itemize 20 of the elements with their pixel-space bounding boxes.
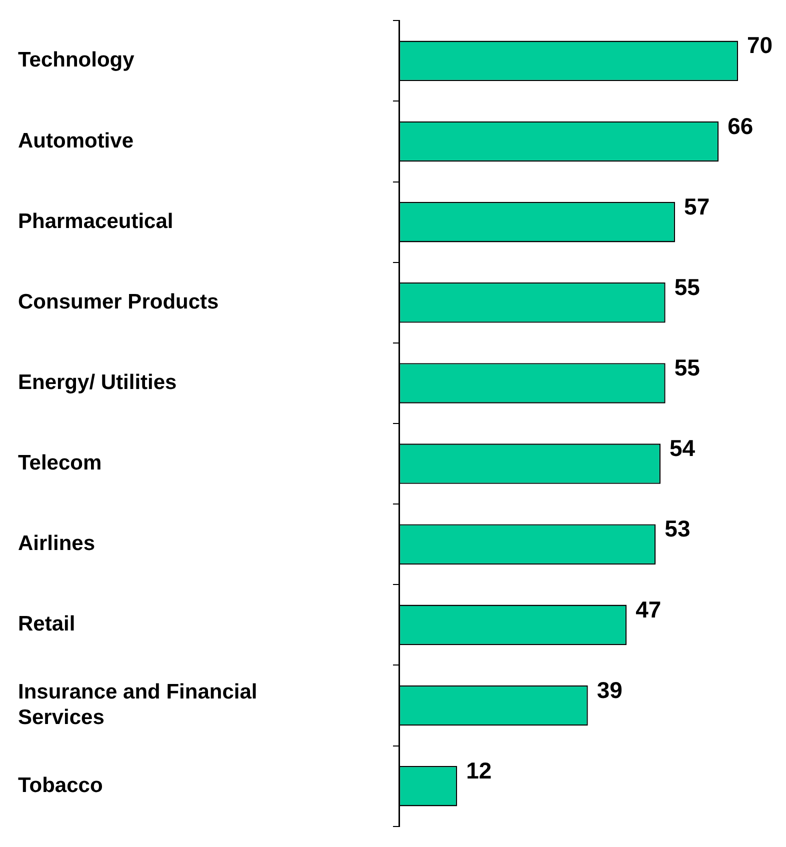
y-tick-label: Consumer Products bbox=[18, 290, 219, 314]
data-label: 70 bbox=[747, 32, 773, 58]
data-label: 47 bbox=[636, 596, 662, 622]
y-tick-label: Energy/ Utilities bbox=[18, 371, 177, 394]
data-label: 57 bbox=[684, 193, 710, 220]
data-label: 12 bbox=[466, 757, 492, 784]
y-tick-label: Telecom bbox=[18, 452, 102, 475]
y-tick-label: Pharmaceutical bbox=[18, 210, 174, 233]
data-label: 54 bbox=[670, 435, 696, 462]
y-tick-label: Automotive bbox=[18, 129, 134, 152]
data-label: 53 bbox=[664, 516, 690, 542]
data-label: 55 bbox=[674, 274, 700, 300]
y-tick-label: Tobacco bbox=[18, 774, 103, 797]
data-label: 66 bbox=[728, 112, 754, 139]
y-tick-label: Retail bbox=[18, 612, 76, 636]
y-tick-label: Insurance and Financial Services bbox=[18, 680, 258, 729]
data-label: 39 bbox=[596, 676, 622, 703]
y-tick-label: Technology bbox=[18, 48, 135, 72]
data-label: 55 bbox=[674, 354, 700, 381]
y-tick-label: Airlines bbox=[18, 532, 96, 556]
